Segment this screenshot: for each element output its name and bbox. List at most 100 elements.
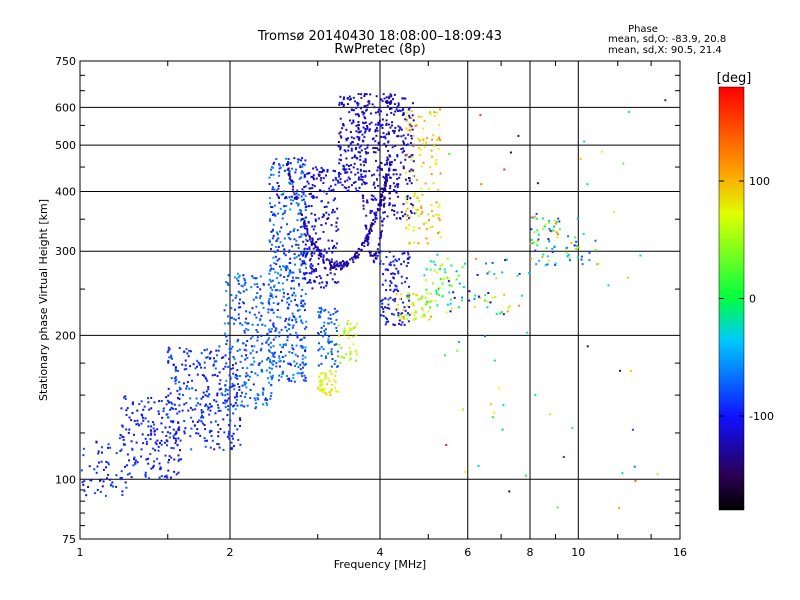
data-point <box>554 262 557 265</box>
data-point <box>269 346 272 349</box>
data-point <box>266 399 269 401</box>
data-point <box>293 238 296 241</box>
data-point <box>290 195 293 198</box>
data-point <box>335 260 338 263</box>
data-point <box>325 357 328 360</box>
colorbar-tick-label: -100 <box>749 410 774 423</box>
data-point <box>126 453 129 456</box>
data-point <box>383 187 386 190</box>
data-point <box>297 161 299 164</box>
data-point <box>275 365 278 368</box>
data-point <box>393 213 396 216</box>
data-point <box>302 193 305 196</box>
data-point <box>273 161 276 164</box>
data-point <box>188 349 191 352</box>
data-point <box>382 315 385 317</box>
data-point <box>343 356 345 359</box>
data-point <box>265 402 268 404</box>
data-point <box>244 383 246 386</box>
data-point <box>298 284 301 287</box>
data-point <box>140 455 143 458</box>
data-point <box>399 217 402 220</box>
data-point <box>518 304 521 307</box>
data-point <box>269 341 272 344</box>
data-point <box>388 154 391 157</box>
data-point <box>337 281 340 284</box>
data-point <box>267 283 270 286</box>
data-point <box>228 351 231 354</box>
data-point <box>544 264 547 267</box>
data-point <box>175 439 178 442</box>
data-point <box>319 315 322 318</box>
data-point <box>155 443 158 446</box>
data-point <box>288 296 291 299</box>
data-point <box>279 274 282 277</box>
data-point <box>394 190 397 193</box>
data-point <box>392 173 395 176</box>
data-point <box>325 205 328 208</box>
data-point <box>320 326 323 329</box>
data-point <box>237 276 240 279</box>
data-point <box>357 256 360 259</box>
data-point <box>389 103 392 105</box>
data-point <box>303 374 306 377</box>
data-point <box>202 395 204 398</box>
data-point <box>363 122 366 125</box>
data-point <box>402 316 405 319</box>
data-point <box>308 187 311 190</box>
data-point <box>548 219 551 222</box>
data-point <box>172 435 175 438</box>
data-point <box>145 443 148 445</box>
data-point <box>329 391 332 394</box>
data-point <box>343 96 345 99</box>
data-point <box>437 216 440 219</box>
data-point <box>169 392 172 395</box>
data-point <box>343 329 346 332</box>
data-point <box>346 171 349 174</box>
data-point <box>168 356 171 359</box>
data-point <box>372 195 375 198</box>
data-point <box>319 277 322 280</box>
data-point <box>288 271 291 274</box>
data-point <box>256 286 259 288</box>
data-point <box>278 265 281 268</box>
data-point <box>382 307 385 310</box>
data-point <box>362 181 365 184</box>
data-point <box>226 435 229 438</box>
data-point <box>202 416 205 419</box>
data-point <box>174 377 176 380</box>
data-point <box>332 313 335 315</box>
data-point <box>434 263 437 266</box>
data-point <box>167 387 170 390</box>
data-point <box>287 173 290 176</box>
data-point <box>366 126 369 129</box>
data-point <box>408 299 411 302</box>
data-point <box>326 168 329 171</box>
data-point <box>305 253 308 256</box>
data-point <box>396 303 399 306</box>
data-point <box>385 119 388 122</box>
data-point <box>318 347 321 350</box>
data-point <box>354 148 357 151</box>
data-point <box>575 248 578 250</box>
data-point <box>408 217 411 220</box>
data-point <box>82 483 85 486</box>
data-point <box>381 193 383 196</box>
data-point <box>275 328 278 331</box>
data-point <box>401 321 404 324</box>
data-point <box>383 184 386 187</box>
data-point <box>394 284 397 287</box>
data-point <box>144 471 147 474</box>
data-point <box>313 279 316 282</box>
data-point <box>304 256 307 259</box>
data-point <box>333 263 336 266</box>
data-point <box>378 201 381 204</box>
data-point <box>576 256 579 259</box>
data-point <box>274 246 277 248</box>
data-point <box>366 201 369 204</box>
data-point <box>301 358 304 361</box>
data-point <box>575 245 578 247</box>
data-point <box>579 158 582 160</box>
data-point <box>268 371 271 374</box>
data-point <box>283 252 286 255</box>
